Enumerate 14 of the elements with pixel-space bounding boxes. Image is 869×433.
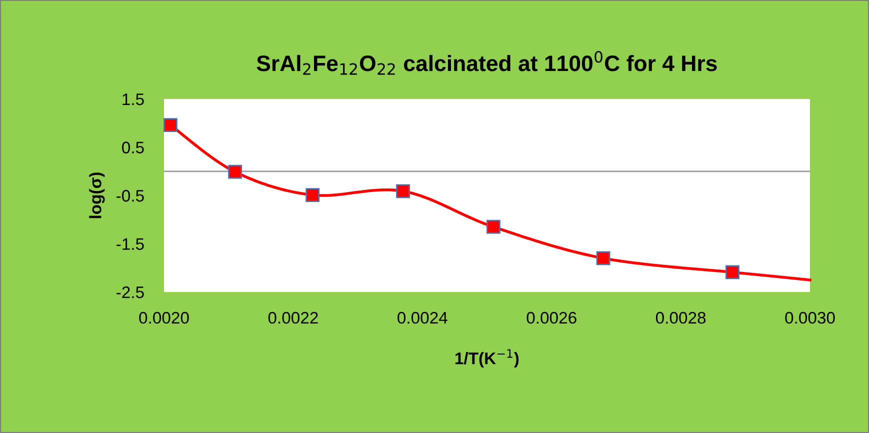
y-tick-label: -0.5 xyxy=(116,190,144,202)
chart-title: SrAl$_{2}$Fe$_{12}$O$_{22}$ calcinated at 1100$^{0}$C for 4 Hrs xyxy=(256,51,717,75)
y-tick-label: -2.5 xyxy=(116,286,144,298)
y-axis-title: log(σ) xyxy=(89,172,105,218)
x-tick-label: 0.0030 xyxy=(785,312,835,324)
x-tick-label: 0.0026 xyxy=(526,312,576,324)
x-tick-label: 0.0020 xyxy=(139,312,189,324)
x-axis-title: 1/T(K$^{−1}$) xyxy=(455,349,519,368)
y-tick-label: 0.5 xyxy=(122,142,144,154)
x-tick-label: 0.0024 xyxy=(398,312,448,324)
x-tick-label: 0.0022 xyxy=(268,312,318,324)
y-tick-label: -1.5 xyxy=(116,238,144,250)
y-tick-label: 1.5 xyxy=(122,94,144,106)
x-tick-label: 0.0028 xyxy=(656,312,706,324)
